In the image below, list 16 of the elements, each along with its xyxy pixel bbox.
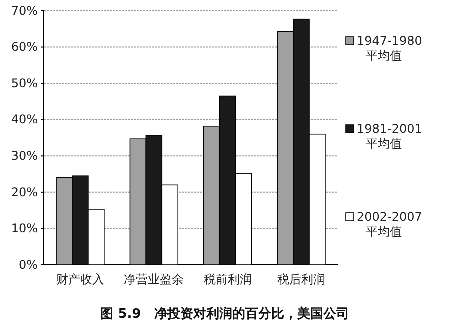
x-tick-label: 净营业盈余	[124, 272, 184, 287]
x-tick-label: 税后利润	[278, 272, 326, 287]
x-tick-label: 财产收入	[56, 272, 104, 287]
y-tick-label: 0%	[18, 258, 38, 272]
y-tick-label: 60%	[11, 40, 38, 54]
text: 图 5.9 净投资对利润的百分比，美国公司	[100, 306, 350, 322]
legend-label: 2002-2007 平均值	[357, 210, 422, 239]
y-tick-label: 10%	[11, 222, 38, 236]
legend-label: 1947-1980 平均值	[357, 34, 422, 63]
y-tick-label: 20%	[11, 185, 38, 200]
legend-label: 1981-2001 平均值	[357, 122, 422, 151]
y-tick-label: 50%	[11, 76, 38, 90]
x-tick-label: 税前利润	[204, 272, 252, 287]
y-tick-label: 40%	[11, 112, 38, 127]
y-tick-label: 30%	[11, 148, 38, 163]
y-tick-label: 70%	[11, 4, 38, 18]
